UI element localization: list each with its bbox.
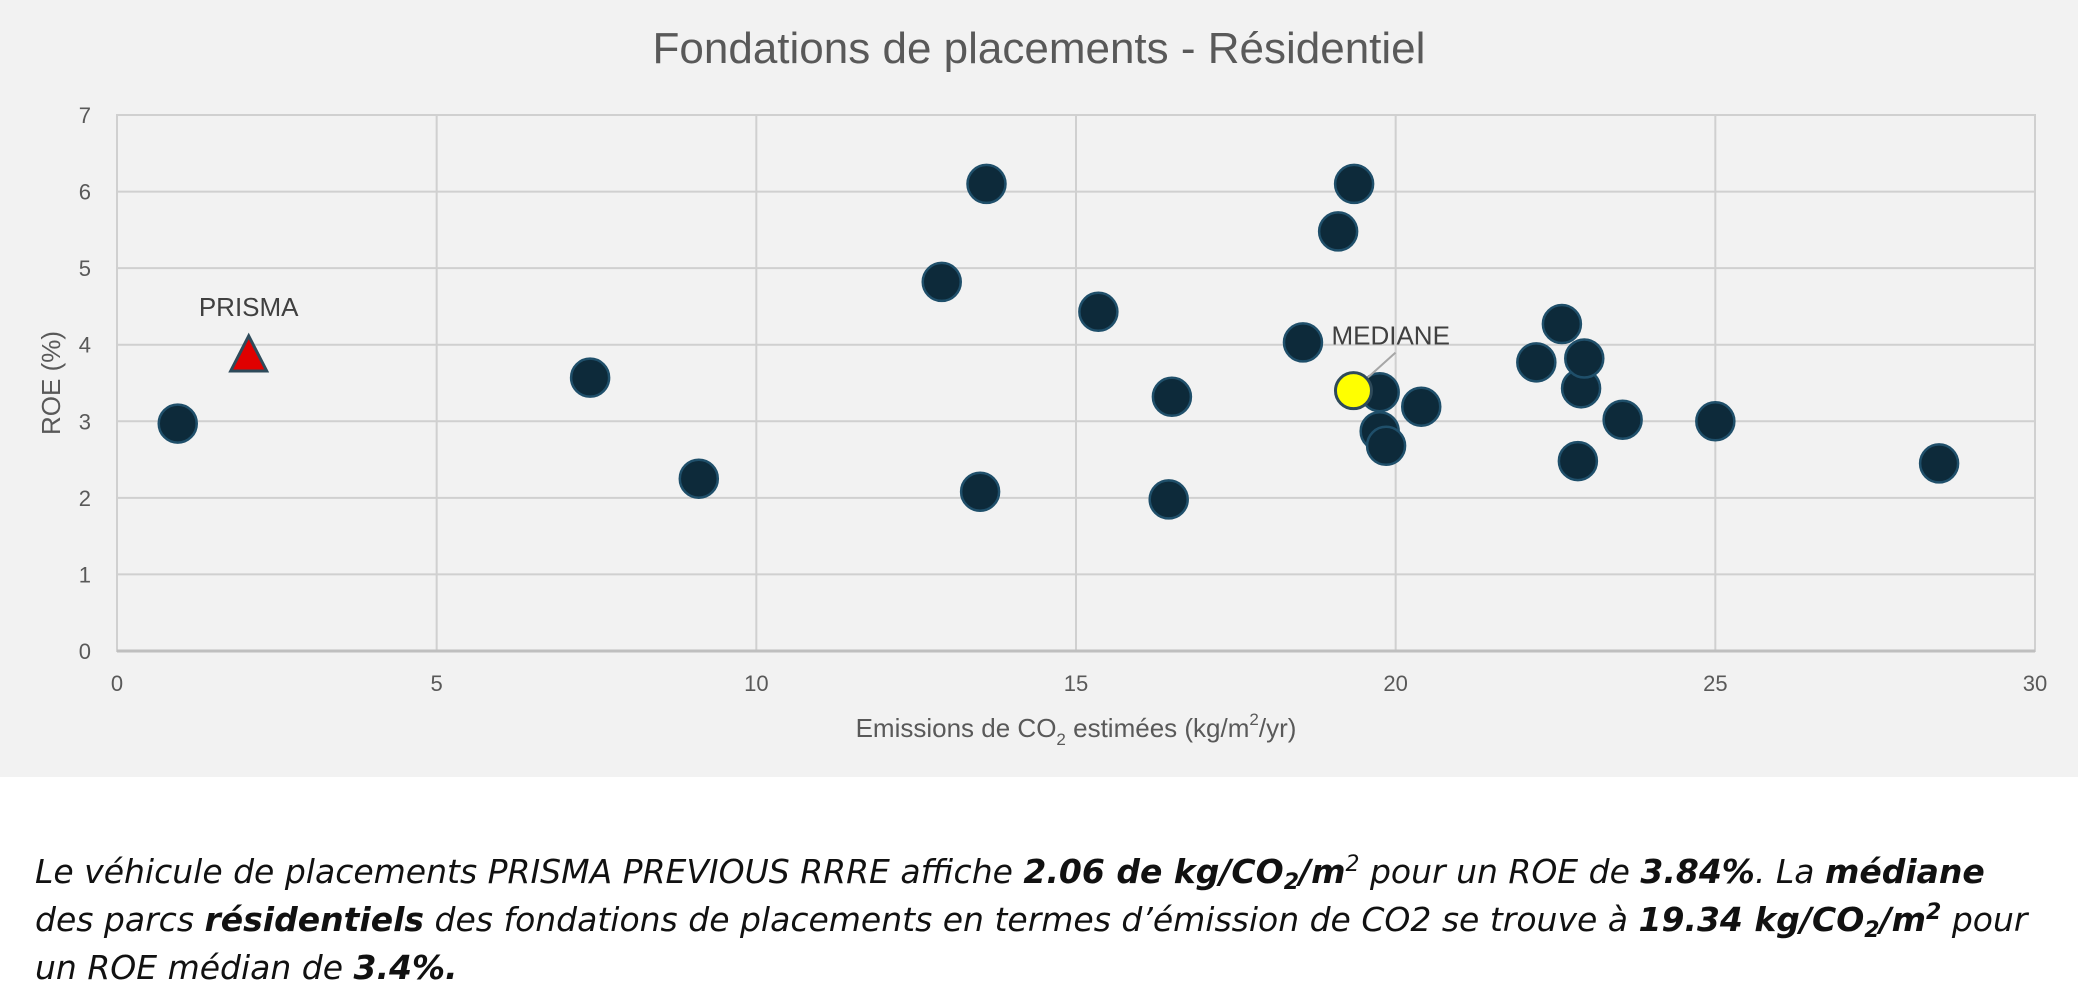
data-point (1333, 163, 1375, 205)
data-point (569, 357, 611, 398)
median-label: MEDIANE (1331, 321, 1449, 351)
caption-segment: 3.84% (1640, 852, 1755, 891)
y-tick-label: 6 (79, 180, 91, 205)
caption-segment: pour un ROE médian de (35, 900, 2028, 987)
y-tick-label: 4 (79, 333, 91, 358)
caption-segment: 2 (1283, 870, 1300, 895)
data-point (921, 261, 962, 303)
x-axis-label: Emissions de CO2 estimées (kg/m2/yr) (856, 710, 1297, 749)
y-tick-label: 7 (79, 103, 91, 128)
x-tick-label: 5 (431, 671, 443, 696)
caption-segment: /m (1299, 852, 1346, 891)
caption-segment: pour un ROE de (1359, 852, 1641, 891)
data-point (1148, 479, 1189, 520)
caption-segment: 2 (1926, 900, 1942, 925)
caption-segment: /m (1879, 900, 1927, 939)
caption-segment: 2.06 de kg/CO (1023, 852, 1284, 891)
data-point (1078, 291, 1119, 333)
data-point (678, 458, 720, 499)
y-tick-label: 3 (79, 409, 91, 434)
y-tick-label: 5 (79, 256, 91, 281)
data-point (1602, 399, 1643, 441)
data-point (959, 471, 1001, 512)
x-tick-label: 0 (111, 671, 123, 696)
data-point (1317, 211, 1359, 252)
y-tick-label: 1 (79, 562, 91, 587)
prisma-label: PRISMA (199, 292, 299, 322)
data-point (157, 403, 198, 444)
median-leader-line (1364, 351, 1397, 381)
caption-segment: médiane (1824, 852, 1985, 891)
y-tick-label: 0 (79, 639, 91, 664)
data-point (1282, 322, 1324, 363)
caption-segment: 2 (1864, 918, 1880, 943)
caption-segment: 19.34 kg/CO (1638, 900, 1865, 939)
chart-panel: Fondations de placements - Résidentiel 0 5… (0, 0, 2078, 777)
data-point (1695, 401, 1736, 442)
chart-title: Fondations de placements - Résidentiel (653, 24, 1426, 73)
x-tick-label: 20 (1383, 671, 1407, 696)
caption-segment: des fondations de placements en termes d… (424, 900, 1639, 939)
caption-segment: Le véhicule de placements PRISMA PREVIOU… (35, 852, 1024, 891)
scatter-chart: Fondations de placements - Résidentiel 0 5… (36, 24, 2047, 749)
median-point (1333, 371, 1373, 411)
data-point (1541, 303, 1583, 345)
y-axis-label: ROE (%) (36, 331, 66, 435)
caption-segment: des parcs (35, 900, 205, 939)
data-point (1918, 443, 1960, 484)
data-point (966, 163, 1007, 205)
caption-segment: résidentiels (204, 900, 425, 939)
data-point (1564, 338, 1605, 379)
x-tick-label: 10 (744, 671, 768, 696)
x-tick-label: 30 (2023, 671, 2047, 696)
prisma-triangle-marker (228, 332, 270, 373)
x-tick-label: 25 (1703, 671, 1727, 696)
data-point (1151, 376, 1193, 418)
data-point (1400, 386, 1442, 427)
y-tick-label: 2 (79, 486, 91, 511)
data-point (1365, 425, 1407, 467)
x-tick-label: 15 (1064, 671, 1088, 696)
caption-segment: . La (1754, 852, 1825, 891)
caption-segment: 2 (1345, 852, 1360, 877)
caption-segment: 3.4%. (353, 948, 458, 987)
data-point (1557, 440, 1599, 482)
data-point (1516, 342, 1557, 383)
caption-text: Le véhicule de placements PRISMA PREVIOU… (35, 848, 2045, 992)
